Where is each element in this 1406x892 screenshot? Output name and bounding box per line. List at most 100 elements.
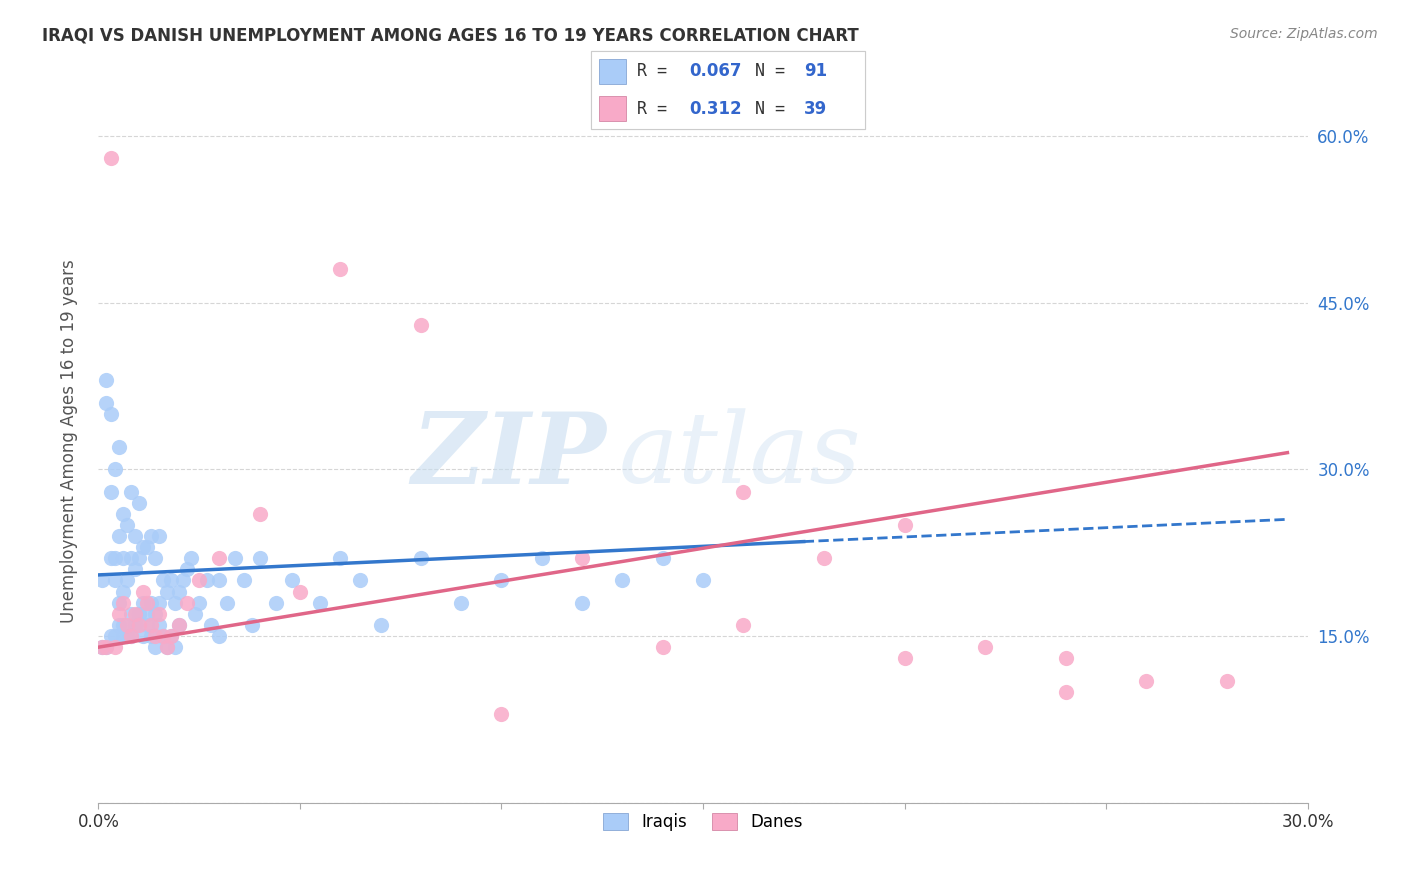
Point	[120, 629, 142, 643]
Point	[139, 529, 162, 543]
Point	[208, 629, 231, 643]
Point	[107, 440, 129, 454]
Point	[188, 596, 211, 610]
Point	[128, 607, 150, 621]
Point	[124, 607, 146, 621]
Text: N =: N =	[755, 62, 794, 80]
Text: R =: R =	[637, 100, 678, 118]
Point	[974, 640, 997, 655]
Point	[217, 596, 239, 610]
Point	[111, 551, 134, 566]
Point	[120, 607, 142, 621]
Point	[167, 584, 190, 599]
Point	[148, 618, 170, 632]
Text: R =: R =	[637, 62, 678, 80]
Point	[491, 574, 513, 588]
Text: IRAQI VS DANISH UNEMPLOYMENT AMONG AGES 16 TO 19 YEARS CORRELATION CHART: IRAQI VS DANISH UNEMPLOYMENT AMONG AGES …	[42, 27, 859, 45]
Point	[100, 407, 122, 421]
Point	[1135, 673, 1157, 688]
Point	[148, 596, 170, 610]
Point	[143, 629, 166, 643]
Point	[100, 151, 122, 165]
Point	[148, 607, 170, 621]
Point	[91, 640, 114, 655]
Point	[148, 529, 170, 543]
Point	[115, 629, 138, 643]
Point	[139, 596, 162, 610]
Point	[103, 462, 125, 476]
Point	[111, 618, 134, 632]
Point	[208, 574, 231, 588]
Point	[329, 262, 352, 277]
Point	[651, 640, 673, 655]
Point	[120, 551, 142, 566]
Point	[139, 618, 162, 632]
Point	[160, 629, 183, 643]
Point	[180, 551, 202, 566]
Point	[91, 640, 114, 655]
Point	[143, 607, 166, 621]
Point	[167, 618, 190, 632]
Point	[107, 529, 129, 543]
Point	[132, 629, 155, 643]
Point	[132, 584, 155, 599]
Point	[692, 574, 714, 588]
Point	[651, 551, 673, 566]
Point	[172, 574, 194, 588]
Point	[1054, 651, 1077, 665]
Point	[571, 551, 593, 566]
Point	[128, 618, 150, 632]
Point	[288, 584, 311, 599]
Point	[156, 640, 179, 655]
Point	[1216, 673, 1239, 688]
Point	[96, 640, 118, 655]
Point	[103, 574, 125, 588]
Text: 0.312: 0.312	[689, 100, 742, 118]
Text: 0.067: 0.067	[689, 62, 742, 80]
FancyBboxPatch shape	[591, 51, 865, 129]
Point	[135, 596, 157, 610]
Point	[124, 618, 146, 632]
Point	[124, 529, 146, 543]
Point	[128, 551, 150, 566]
Text: N =: N =	[755, 100, 794, 118]
Point	[329, 551, 352, 566]
Point	[160, 629, 183, 643]
Point	[813, 551, 835, 566]
Text: Source: ZipAtlas.com: Source: ZipAtlas.com	[1230, 27, 1378, 41]
Point	[188, 574, 211, 588]
Point	[176, 562, 198, 576]
Point	[91, 574, 114, 588]
Point	[176, 596, 198, 610]
Point	[249, 551, 271, 566]
Text: ZIP: ZIP	[412, 408, 606, 504]
Point	[143, 551, 166, 566]
Point	[240, 618, 263, 632]
Point	[208, 551, 231, 566]
Point	[128, 607, 150, 621]
Point	[132, 540, 155, 554]
Point	[409, 318, 432, 332]
Point	[111, 584, 134, 599]
Point	[128, 496, 150, 510]
Point	[281, 574, 304, 588]
Point	[124, 618, 146, 632]
Point	[115, 629, 138, 643]
Point	[111, 596, 134, 610]
Point	[167, 618, 190, 632]
Point	[135, 607, 157, 621]
Point	[103, 640, 125, 655]
Point	[733, 618, 755, 632]
Point	[96, 373, 118, 387]
Point	[139, 629, 162, 643]
Point	[107, 596, 129, 610]
Point	[120, 629, 142, 643]
Text: 91: 91	[804, 62, 828, 80]
Point	[124, 562, 146, 576]
Point	[115, 517, 138, 532]
Point	[100, 484, 122, 499]
Point	[115, 618, 138, 632]
Point	[200, 618, 222, 632]
Point	[156, 640, 179, 655]
Point	[160, 574, 183, 588]
